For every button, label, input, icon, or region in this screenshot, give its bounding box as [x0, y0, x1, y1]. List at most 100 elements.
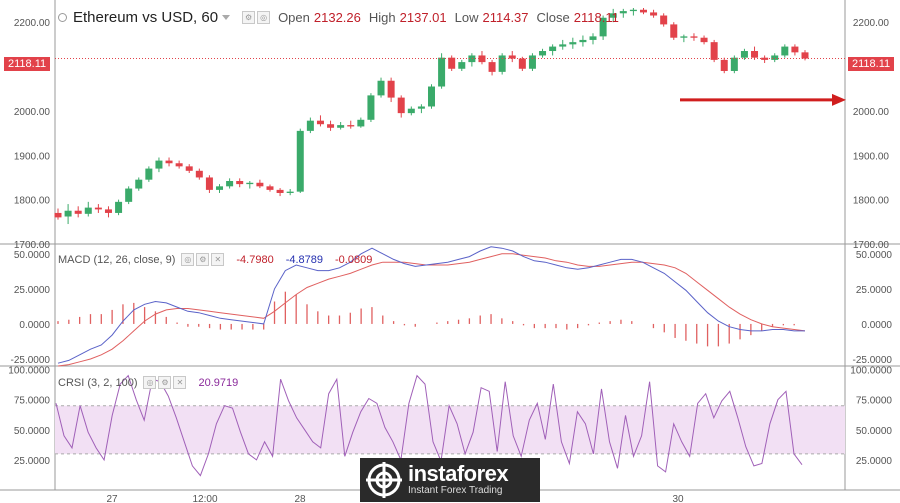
crsi-axis-label-left: 100.0000	[8, 366, 50, 377]
low-value: 2114.37	[482, 10, 529, 25]
candle-body	[367, 95, 375, 120]
price-axis-label-right: 1700.00	[853, 240, 890, 251]
candle-body	[115, 201, 123, 213]
candle-body	[670, 24, 678, 38]
candle-body	[266, 186, 274, 190]
candle-body	[458, 62, 466, 69]
candle-body	[619, 11, 627, 14]
candle-body	[438, 57, 446, 87]
time-axis-label: 28	[294, 494, 306, 503]
crsi-line	[55, 374, 803, 477]
candle-body	[528, 55, 536, 69]
settings-icon[interactable]: ⚙	[242, 11, 256, 24]
candle-body	[579, 39, 587, 43]
candle-body	[740, 51, 748, 58]
candle-body	[377, 80, 385, 96]
candle-body	[751, 51, 759, 58]
close-icon[interactable]: ✕	[173, 376, 187, 389]
current-price-tag-right: 2118.11	[848, 57, 895, 71]
candle-body	[609, 13, 617, 18]
candle-body	[468, 55, 476, 63]
candle-body	[337, 125, 345, 128]
candle-body	[569, 42, 577, 45]
candle-body	[104, 209, 112, 213]
candle-body	[357, 119, 365, 127]
macd-buttons: ◎ ⚙ ✕	[181, 253, 225, 266]
candle-body	[347, 125, 355, 127]
candle-body	[64, 210, 72, 217]
candle-body	[407, 108, 415, 114]
chevron-down-icon[interactable]	[222, 15, 231, 20]
open-value: 2132.26	[313, 10, 361, 25]
candle-body	[84, 207, 92, 214]
candle-body	[175, 163, 183, 167]
candle-body	[296, 130, 304, 192]
crsi-axis-label-left: 50.0000	[14, 426, 51, 437]
eye-icon[interactable]: ◎	[143, 376, 157, 389]
price-axis-label-right: 2000.00	[853, 107, 890, 118]
close-icon[interactable]: ✕	[211, 253, 225, 266]
candle-body	[135, 179, 143, 189]
candle-body	[216, 186, 224, 190]
candle-body	[246, 182, 254, 185]
price-axis-label-right: 2200.00	[853, 18, 890, 29]
instaforex-logo: instaforex Instant Forex Trading	[360, 458, 540, 502]
candle-body	[417, 106, 425, 109]
settings-icon[interactable]: ⚙	[158, 376, 172, 389]
candle-body	[94, 207, 102, 210]
macd-signal-line	[57, 253, 806, 367]
candle-body	[680, 36, 688, 38]
candle-body	[226, 181, 234, 187]
hide-icon[interactable]: ◎	[257, 11, 271, 24]
macd-axis-label-right: 0.0000	[861, 320, 892, 331]
candle-body	[508, 55, 516, 59]
macd-axis-label-left: 0.0000	[19, 320, 50, 331]
eye-icon[interactable]	[58, 13, 67, 22]
eye-icon[interactable]: ◎	[181, 253, 195, 266]
price-axis-label-left: 2200.00	[14, 18, 51, 29]
forecast-arrow	[680, 93, 846, 106]
macd-axis-label-right: 50.0000	[856, 250, 893, 261]
macd-axis-label-right: 25.0000	[856, 285, 893, 296]
candle-body	[286, 191, 294, 193]
macd-axis-label-right: -25.0000	[853, 355, 893, 366]
candle-body	[791, 46, 799, 53]
candle-body	[518, 58, 526, 69]
price-axis-label-left: 2000.00	[14, 107, 51, 118]
crsi-band-fill	[55, 405, 845, 454]
candle-body	[761, 57, 769, 60]
candle-body	[710, 42, 718, 60]
candle-body	[316, 120, 324, 125]
candle-body	[145, 168, 153, 180]
candle-body	[74, 210, 82, 214]
price-axis-label-right: 1800.00	[853, 196, 890, 207]
candle-body	[720, 59, 728, 71]
crsi-axis-label-right: 100.0000	[850, 366, 892, 377]
close-label: Close	[536, 10, 570, 25]
candle-body	[387, 80, 395, 98]
macd-value: -4.7980	[236, 253, 274, 266]
current-price-tag-left: 2118.11	[4, 57, 51, 71]
price-axis-label-right: 1900.00	[853, 151, 890, 162]
candle-body	[559, 44, 567, 47]
logo-mark-icon	[366, 462, 402, 498]
candle-body	[236, 181, 244, 185]
settings-icon[interactable]: ⚙	[196, 253, 210, 266]
candle-body	[276, 189, 284, 193]
candle-body	[205, 177, 213, 190]
price-axis-label-left: 1900.00	[14, 151, 51, 162]
candle-body	[650, 12, 658, 16]
candle-body	[488, 62, 496, 72]
candle-body	[539, 51, 547, 56]
candle-body	[125, 188, 133, 202]
close-value: 2118.11	[573, 10, 619, 25]
macd-axis-label-left: 50.0000	[14, 250, 51, 261]
candle-body	[629, 9, 637, 12]
candle-body	[448, 57, 456, 69]
price-axis-label-left: 1800.00	[14, 196, 51, 207]
candle-body	[660, 15, 668, 25]
candle-body	[730, 57, 738, 71]
macd-line	[57, 246, 805, 364]
candle-body	[165, 160, 173, 164]
